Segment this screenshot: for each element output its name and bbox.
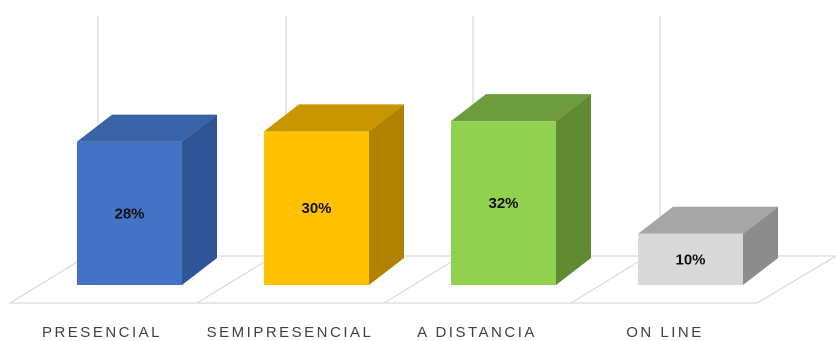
- bar-front: [77, 141, 182, 285]
- bar-top: [77, 114, 217, 142]
- bar-2: 30%: [264, 104, 404, 286]
- bar-side: [369, 104, 404, 286]
- chart-floor: [7, 255, 836, 304]
- chart-bars: 28% 30% 32% 10%: [77, 94, 778, 286]
- data-label: 10%: [675, 251, 705, 268]
- data-label: 30%: [301, 200, 331, 217]
- floor-outline: [7, 255, 836, 304]
- bar-4: 10%: [638, 206, 778, 285]
- data-label: 32%: [488, 195, 518, 212]
- bar-front: [264, 131, 369, 285]
- floor-divider-2: [383, 255, 462, 304]
- category-label: ON LINE: [626, 324, 704, 341]
- floor-divider-3: [570, 255, 649, 304]
- bar-side: [743, 206, 778, 285]
- floor-divider-1: [196, 255, 275, 304]
- bar-1: 28%: [77, 114, 217, 285]
- data-label: 28%: [114, 205, 144, 222]
- bar-top: [638, 206, 778, 234]
- category-label: SEMIPRESENCIAL: [207, 324, 374, 341]
- bar-front: [451, 121, 556, 285]
- bar-side: [556, 94, 591, 285]
- category-label: A DISTANCIA: [417, 324, 537, 341]
- bar-3: 32%: [451, 94, 591, 285]
- category-labels: PRESENCIAL SEMIPRESENCIAL A DISTANCIA ON LI…: [42, 324, 704, 341]
- bar-side: [182, 114, 217, 285]
- category-label: PRESENCIAL: [42, 324, 162, 341]
- bar-top: [451, 94, 591, 122]
- bar-front: [638, 233, 743, 285]
- bar-top: [264, 104, 404, 132]
